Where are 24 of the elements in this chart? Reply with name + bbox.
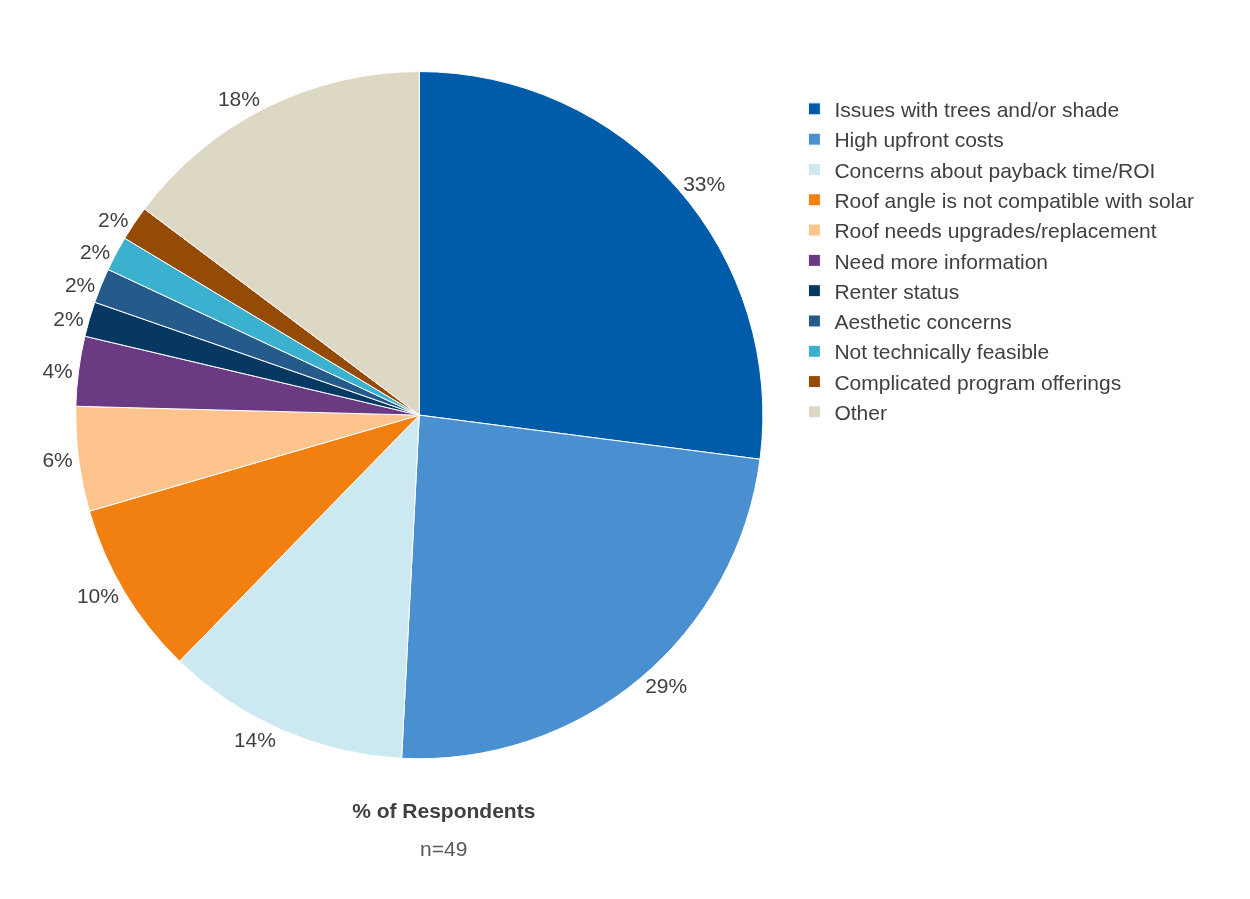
data-label: 33% [683,171,726,195]
data-label: 29% [645,674,688,698]
legend-label: Roof angle is not compatible with solar [834,188,1194,212]
data-label: 10% [76,583,119,607]
data-label: 18% [217,87,260,111]
legend-label: Other [834,401,887,425]
data-label: 2% [98,208,129,232]
legend-label: Renter status [834,279,960,303]
data-label: 14% [233,728,276,752]
legend-label: Need more information [834,249,1049,273]
legend-label: High upfront costs [834,128,1004,152]
legend-label: Complicated program offerings [834,370,1122,394]
data-label: 2% [64,272,96,296]
text: n=49 [420,836,468,860]
data-label: 2% [79,239,111,263]
legend-label: Roof needs upgrades/replacement [834,219,1157,243]
legend-label: Issues with trees and/or shade [834,98,1120,122]
data-label: 6% [42,447,73,471]
text: % of Respondents [352,799,536,823]
data-label: 2% [53,306,84,330]
legend-label: Not technically feasible [834,340,1050,364]
legend-label: Concerns about payback time/ROI [834,158,1156,182]
legend-label: Aesthetic concerns [834,310,1012,334]
data-label: 4% [42,359,73,383]
